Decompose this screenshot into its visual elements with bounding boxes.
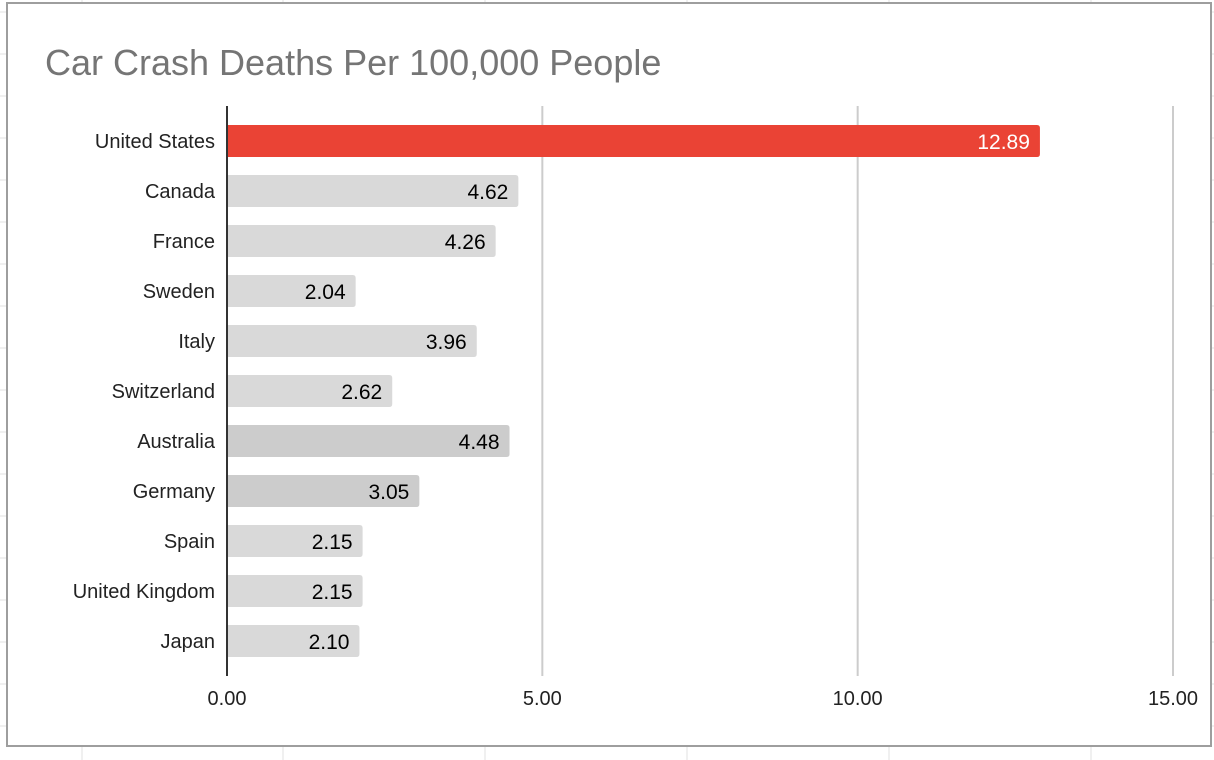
- data-label: 2.10: [309, 631, 350, 654]
- bar[interactable]: [227, 275, 356, 307]
- data-label: 2.04: [305, 281, 346, 304]
- data-label: 3.05: [368, 481, 409, 504]
- bar[interactable]: [227, 325, 477, 357]
- bar[interactable]: [226, 575, 363, 607]
- x-tick-label: 15.00: [1148, 688, 1198, 710]
- bar[interactable]: [227, 375, 393, 407]
- x-tick-label: 5.00: [523, 688, 562, 710]
- category-label: Switzerland: [112, 381, 215, 403]
- data-label: 2.15: [312, 581, 353, 604]
- data-label: 2.15: [312, 531, 353, 554]
- category-label: Spain: [164, 531, 215, 553]
- category-label: United States: [95, 131, 215, 153]
- bar[interactable]: [227, 425, 510, 457]
- category-label: France: [153, 231, 215, 253]
- bar[interactable]: [227, 175, 519, 207]
- category-label: Canada: [145, 181, 216, 203]
- bar[interactable]: [227, 225, 496, 257]
- bar[interactable]: [227, 125, 1040, 157]
- data-label: 4.62: [467, 181, 508, 204]
- data-label: 12.89: [977, 131, 1030, 154]
- bar[interactable]: [226, 525, 363, 557]
- data-label: 3.96: [426, 331, 467, 354]
- data-label: 2.62: [341, 381, 382, 404]
- category-label: Germany: [133, 481, 215, 503]
- x-tick-label: 0.00: [208, 688, 247, 710]
- category-label: Italy: [178, 331, 215, 353]
- category-label: Australia: [137, 431, 216, 453]
- bar[interactable]: [227, 475, 420, 507]
- data-label: 4.26: [445, 231, 486, 254]
- x-tick-label: 10.00: [833, 688, 883, 710]
- category-label: Sweden: [143, 281, 215, 303]
- data-label: 4.48: [459, 431, 500, 454]
- category-label: United Kingdom: [73, 581, 215, 603]
- category-label: Japan: [161, 631, 216, 653]
- chart-title: Car Crash Deaths Per 100,000 People: [45, 42, 661, 83]
- bar[interactable]: [227, 625, 360, 657]
